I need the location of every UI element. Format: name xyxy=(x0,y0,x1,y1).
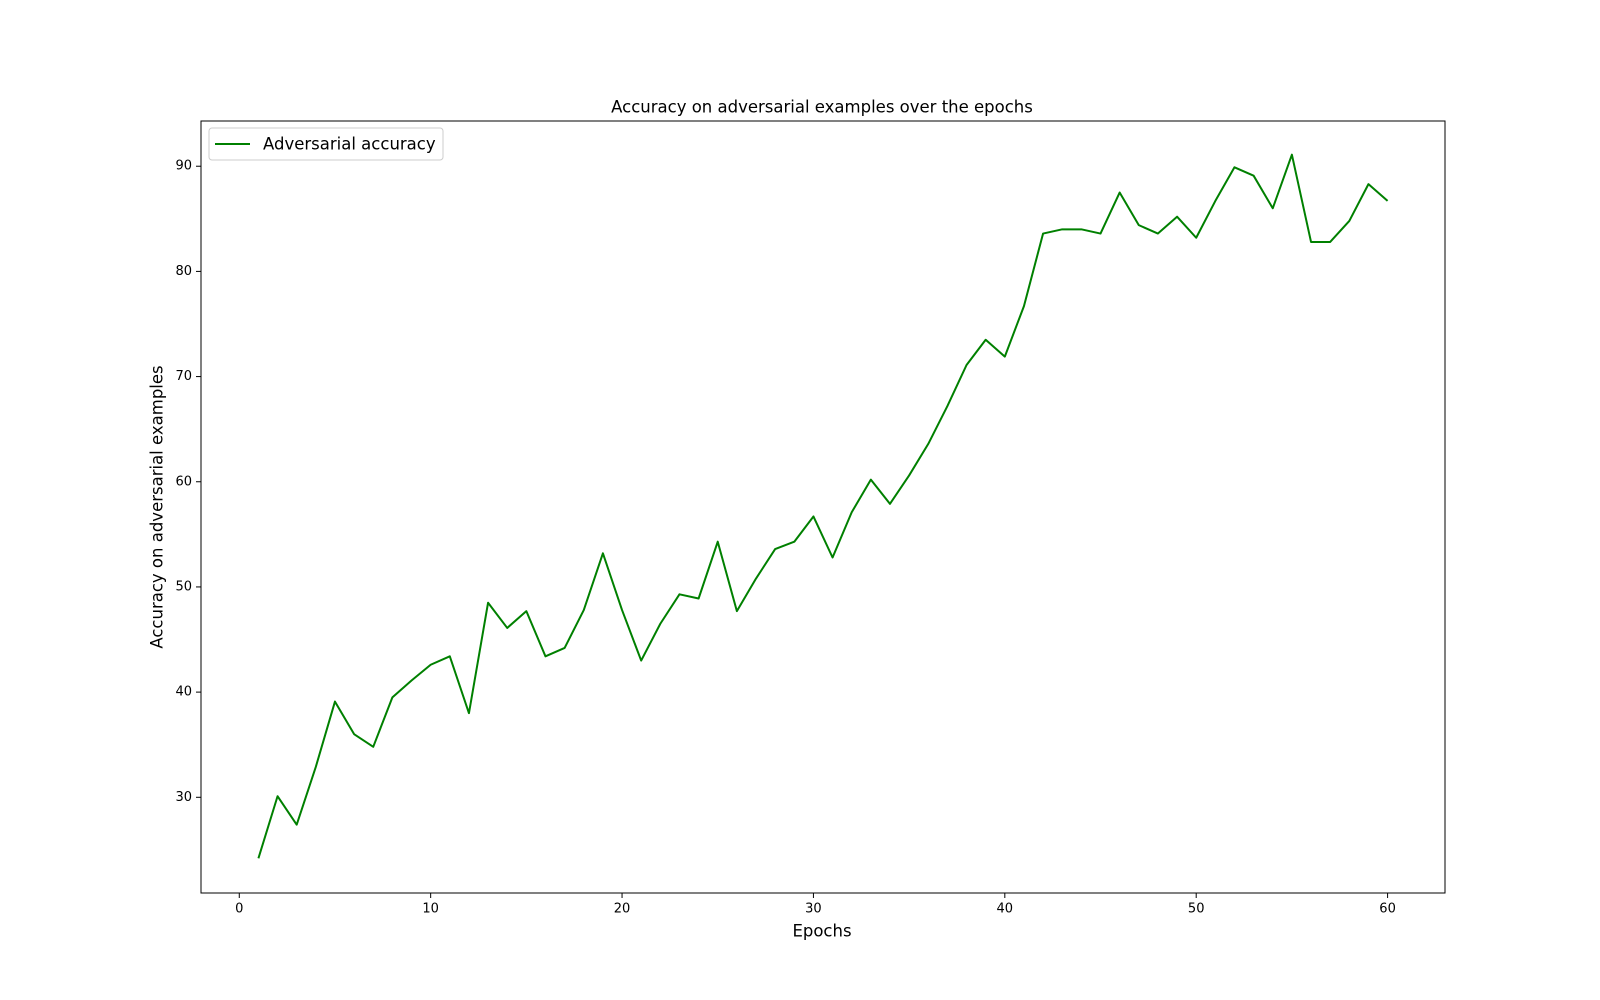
y-tick-label: 90 xyxy=(175,159,192,174)
y-tick-label: 40 xyxy=(175,685,192,700)
y-axis-ticks: 30 40 50 60 70 80 90 xyxy=(175,159,201,805)
x-tick-label: 60 xyxy=(1379,902,1396,917)
series-line-adversarial-accuracy xyxy=(257,153,1389,859)
axes-frame xyxy=(200,120,1446,894)
legend-box xyxy=(208,127,444,161)
y-tick-label: 50 xyxy=(175,579,192,594)
x-tick-label: 30 xyxy=(805,902,822,917)
x-tick-label: 50 xyxy=(1188,902,1205,917)
x-axis-label: Epochs xyxy=(792,922,851,941)
y-tick-label: 30 xyxy=(175,790,192,805)
y-axis-label: Accuracy on adversarial examples xyxy=(148,365,167,648)
chart-title: Accuracy on adversarial examples over th… xyxy=(611,98,1033,117)
x-tick-label: 20 xyxy=(614,902,631,917)
legend-label: Adversarial accuracy xyxy=(263,135,436,154)
x-axis-ticks: 0 10 20 30 40 50 60 xyxy=(235,893,1396,917)
y-tick-label: 60 xyxy=(175,474,192,489)
x-tick-label: 40 xyxy=(997,902,1014,917)
x-tick-label: 0 xyxy=(235,902,243,917)
y-tick-label: 80 xyxy=(175,264,192,279)
x-tick-label: 10 xyxy=(422,902,439,917)
plot-area: 0 10 20 30 40 50 60 30 40 50 60 70 80 90 xyxy=(175,120,1446,917)
y-tick-label: 70 xyxy=(175,369,192,384)
legend: Adversarial accuracy xyxy=(208,127,444,161)
